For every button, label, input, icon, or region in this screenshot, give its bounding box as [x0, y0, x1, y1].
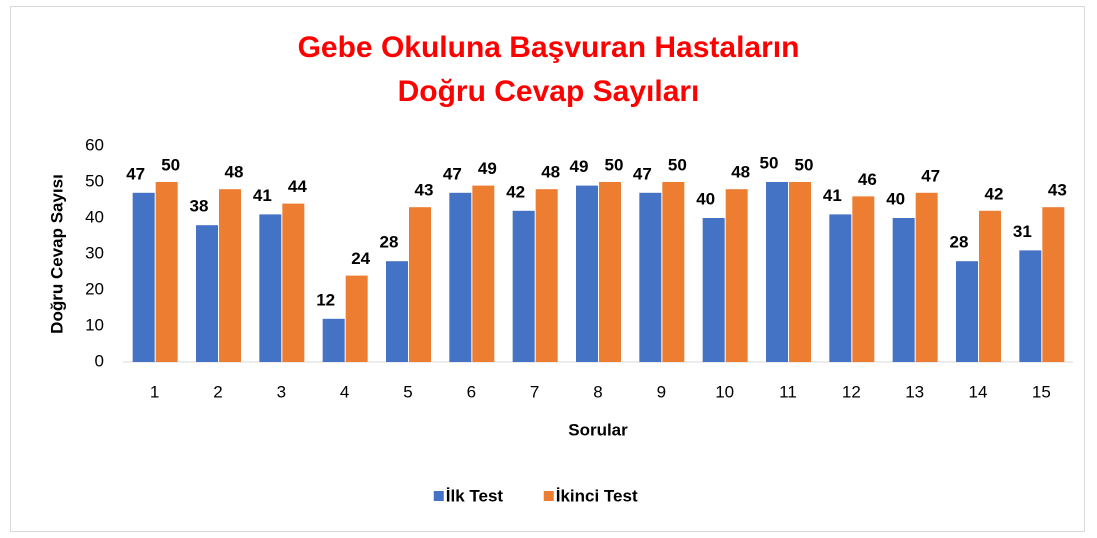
y-tick-label: 30 [85, 243, 104, 262]
bar [892, 218, 915, 362]
value-label: 50 [760, 153, 779, 172]
x-tick-label: 11 [779, 382, 797, 401]
legend-swatch [543, 491, 554, 501]
bar [535, 189, 558, 362]
bar [1019, 250, 1042, 362]
value-label: 41 [253, 186, 272, 205]
bar [409, 207, 431, 362]
bar [702, 218, 725, 362]
value-label: 28 [380, 233, 399, 252]
value-label: 31 [1013, 222, 1032, 241]
y-tick-label: 10 [85, 315, 104, 334]
x-tick-label: 3 [277, 382, 286, 401]
bar [1042, 207, 1065, 362]
value-label: 42 [985, 184, 1004, 203]
x-tick-label: 2 [213, 382, 222, 401]
bar [282, 203, 305, 362]
x-tick-label: 13 [905, 382, 924, 401]
value-label: 46 [858, 170, 877, 189]
value-label: 49 [478, 159, 497, 178]
bar [789, 182, 811, 362]
value-label: 28 [950, 233, 969, 252]
value-label: 12 [316, 290, 335, 309]
bar [132, 192, 155, 362]
value-label: 50 [161, 155, 180, 174]
value-label: 47 [126, 164, 145, 183]
x-axis-label: Sorular [568, 420, 628, 439]
value-label: 44 [288, 177, 307, 196]
x-tick-label: 14 [969, 382, 988, 401]
value-label: 41 [823, 186, 842, 205]
bar [725, 189, 748, 362]
bar [155, 182, 178, 362]
bar [979, 210, 1001, 362]
x-tick-label: 12 [842, 382, 861, 401]
bar [829, 214, 852, 362]
value-label: 43 [415, 181, 434, 200]
x-tick-label: 5 [403, 382, 412, 401]
y-tick-label: 50 [85, 171, 104, 190]
value-label: 40 [696, 189, 715, 208]
legend-label: İlk Test [446, 486, 504, 505]
value-label: 48 [731, 163, 750, 182]
y-tick-label: 60 [85, 135, 104, 154]
x-tick-label: 7 [530, 382, 539, 401]
bar [472, 185, 495, 362]
bar [449, 192, 472, 362]
value-label: 47 [633, 164, 652, 183]
x-tick-label: 15 [1032, 382, 1051, 401]
value-label: 38 [190, 197, 209, 216]
value-label: 47 [443, 164, 462, 183]
x-tick-label: 4 [340, 382, 349, 401]
y-tick-label: 20 [85, 279, 104, 298]
bar [322, 318, 345, 362]
value-label: 48 [225, 163, 244, 182]
value-label: 43 [1048, 181, 1067, 200]
x-tick-label: 1 [150, 382, 159, 401]
value-label: 47 [921, 166, 940, 185]
x-tick-label: 10 [715, 382, 734, 401]
value-label: 48 [541, 163, 560, 182]
bar [386, 261, 408, 362]
bar [219, 189, 241, 362]
bar [915, 192, 938, 362]
x-tick-label: 8 [593, 382, 602, 401]
value-label: 50 [668, 155, 687, 174]
y-tick-label: 0 [95, 351, 104, 370]
y-tick-label: 40 [85, 207, 104, 226]
x-tick-label: 6 [467, 382, 476, 401]
bar [662, 182, 685, 362]
value-label: 50 [795, 155, 814, 174]
bar [599, 182, 621, 362]
chart-frame [10, 6, 1085, 532]
legend-label: İkinci Test [556, 486, 638, 505]
bar [196, 225, 218, 362]
value-label: 49 [570, 157, 589, 176]
value-label: 40 [886, 189, 905, 208]
legend-swatch [433, 491, 444, 501]
chart-title: Gebe Okuluna Başvuran Hastaların Doğru C… [297, 31, 800, 108]
bar [956, 261, 978, 362]
value-label: 42 [506, 182, 525, 201]
value-label: 50 [605, 155, 624, 174]
bar [345, 275, 368, 362]
x-tick-label: 9 [657, 382, 666, 401]
y-axis-label: Doğru Cevap Sayısı [47, 174, 66, 334]
bar [512, 210, 535, 362]
value-label: 24 [351, 249, 370, 268]
bar [576, 185, 598, 362]
bar [766, 182, 788, 362]
bar [639, 192, 662, 362]
bar [259, 214, 282, 362]
bar [852, 196, 875, 362]
